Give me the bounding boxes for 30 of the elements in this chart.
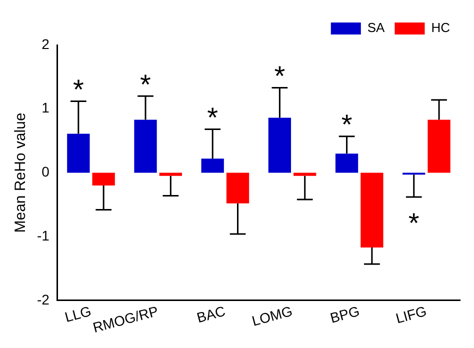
y-tick-label: -1 <box>36 227 50 244</box>
bar <box>428 120 450 173</box>
legend-label: SA <box>367 20 386 36</box>
legend-label: HC <box>431 20 450 36</box>
x-tick-label: LOMG <box>250 302 294 329</box>
y-axis-title: Mean ReHo value <box>12 112 30 233</box>
x-tick-label: BPG <box>328 302 362 326</box>
bar <box>201 158 224 173</box>
bar <box>159 172 182 176</box>
y-tick-label: 1 <box>42 100 50 116</box>
annotation: * <box>408 208 420 239</box>
bar <box>294 172 316 176</box>
bar <box>335 154 358 173</box>
x-tick-label: BAC <box>194 302 227 326</box>
bar <box>268 118 292 173</box>
bar <box>134 120 157 173</box>
annotation: * <box>341 109 352 140</box>
bar <box>360 172 384 248</box>
bar <box>67 134 90 173</box>
y-tick-label: 2 <box>42 36 50 52</box>
annotation: * <box>72 74 84 105</box>
x-tick-label: LIFG <box>394 302 428 326</box>
bar <box>92 172 115 186</box>
annotation: * <box>274 60 286 92</box>
annotation: * <box>207 102 218 134</box>
y-tick-label: -2 <box>36 291 50 308</box>
y-tick-label: 0 <box>42 164 50 180</box>
annotation: * <box>140 68 152 100</box>
x-tick-label: LLG <box>63 302 93 326</box>
bar <box>226 172 250 204</box>
